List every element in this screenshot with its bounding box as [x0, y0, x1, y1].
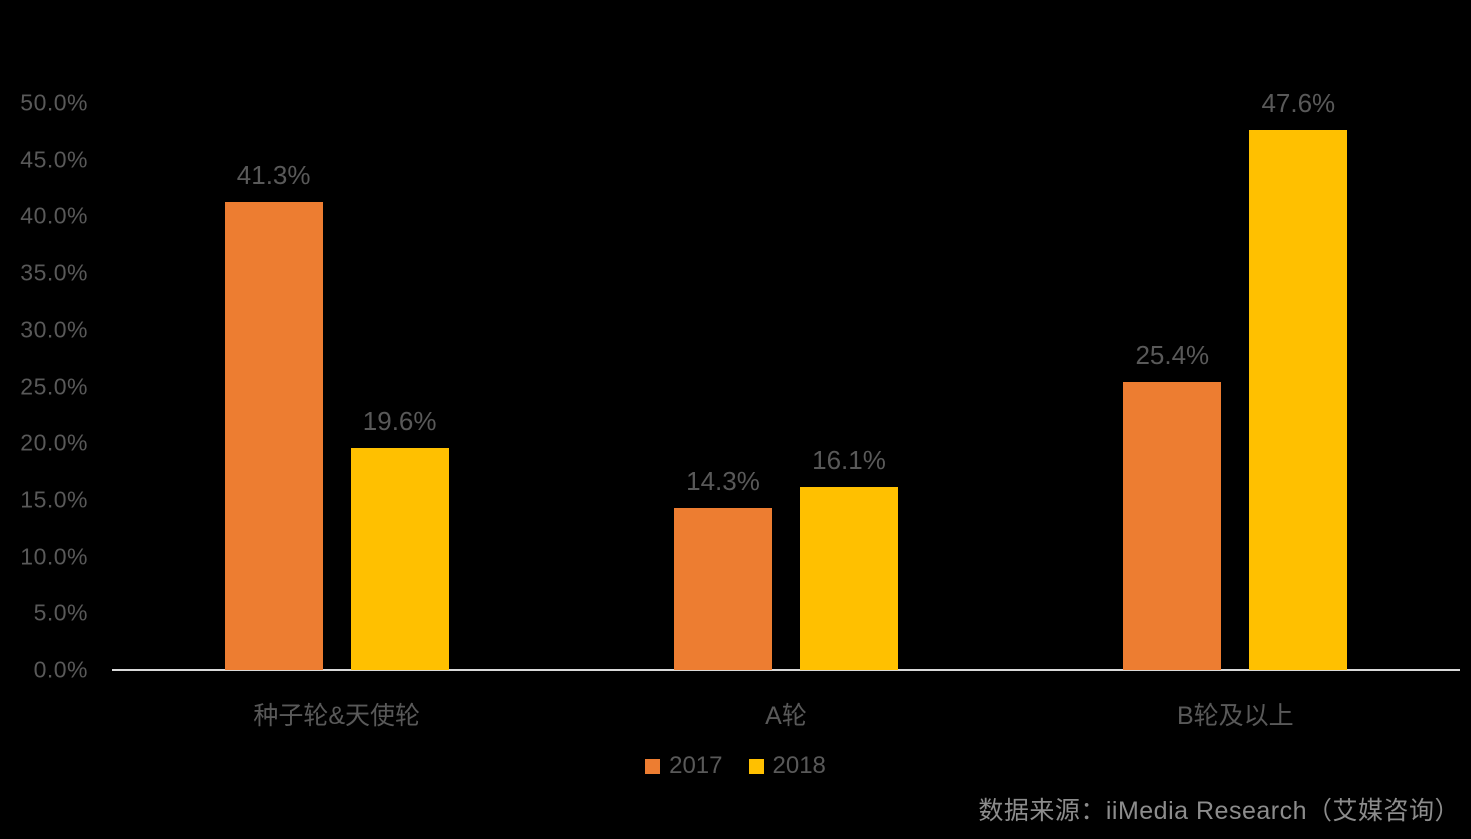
y-axis-tick-label: 40.0% [20, 202, 88, 229]
x-axis-category-label: A轮 [765, 702, 807, 730]
legend-item-2017: 2017 [645, 752, 723, 780]
y-axis-tick-label: 0.0% [33, 656, 88, 683]
source-text: 数据来源：iiMedia Research（艾媒咨询） [978, 797, 1460, 825]
legend-label: 2017 [669, 752, 723, 779]
legend: 2017 2018 [0, 752, 1471, 780]
legend-item-2018: 2018 [748, 752, 826, 780]
y-axis-tick-label: 50.0% [20, 89, 88, 116]
data-label-2018-种子轮&天使轮: 19.6% [362, 405, 437, 436]
y-axis-tick-label: 5.0% [33, 599, 88, 626]
y-axis-tick-label: 25.0% [20, 373, 88, 399]
y-axis-tick-label: 20.0% [20, 429, 88, 456]
legend-swatch-icon [748, 758, 764, 774]
y-axis-tick-label: 30.0% [20, 316, 88, 343]
data-label-2017-A轮: 14.3% [686, 465, 760, 496]
x-axis-category-label: 种子轮&天使轮 [253, 702, 420, 730]
bar-2017-B轮及以上 [1123, 381, 1222, 670]
x-axis-line [112, 669, 1460, 671]
data-label-2017-B轮及以上: 25.4% [1135, 339, 1210, 370]
data-label-2018-B轮及以上: 47.6% [1261, 88, 1336, 119]
y-axis-tick-label: 15.0% [20, 486, 88, 513]
bar-2018-A轮 [800, 487, 898, 670]
legend-label: 2018 [772, 752, 826, 779]
bar-2018-B轮及以上 [1249, 130, 1348, 670]
bar-2018-种子轮&天使轮 [350, 447, 449, 670]
y-axis-tick-label: 35.0% [20, 259, 88, 286]
x-axis-category-label: B轮及以上 [1176, 702, 1294, 730]
bar-2017-A轮 [674, 507, 772, 670]
bar-2017-种子轮&天使轮 [224, 201, 323, 670]
y-axis-tick-label: 10.0% [20, 543, 88, 570]
data-label-2018-A轮: 16.1% [812, 445, 886, 476]
y-axis-tick-label: 45.0% [20, 146, 88, 173]
legend-swatch-icon [645, 758, 661, 774]
data-label-2017-种子轮&天使轮: 41.3% [236, 159, 311, 190]
